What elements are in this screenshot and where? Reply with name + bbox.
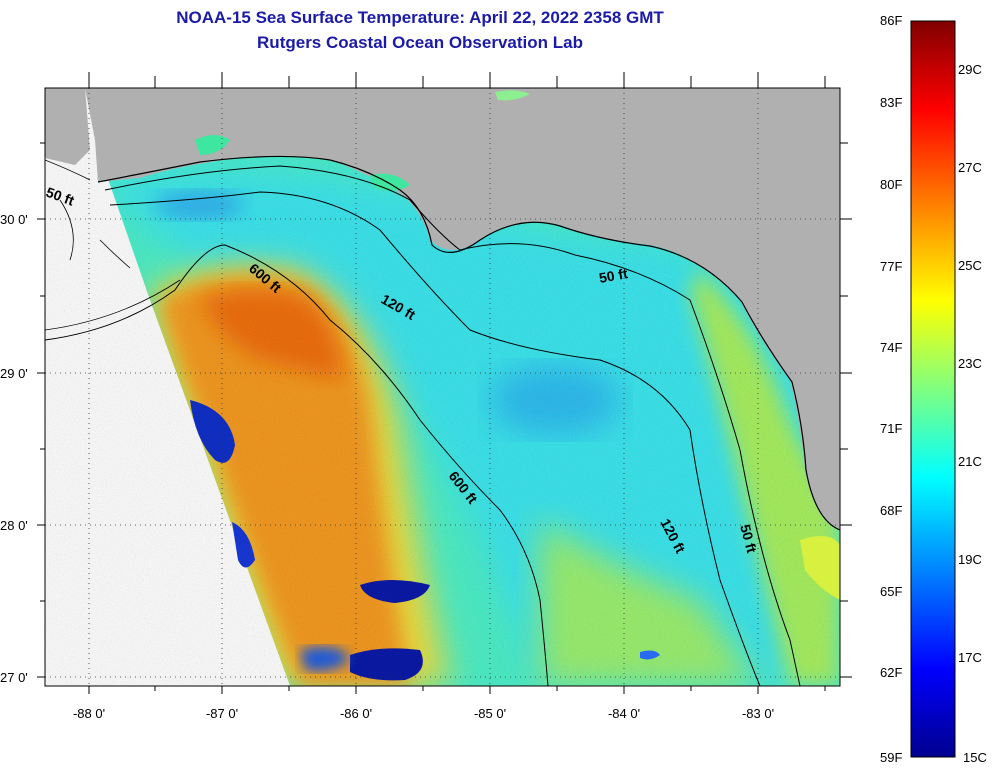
colorbar-c-label: 21C bbox=[958, 454, 982, 469]
x-tick-label: -84 0' bbox=[608, 706, 640, 721]
colorbar-celsius-labels: 29C 27C 25C 23C 21C 19C 17C 15C bbox=[958, 62, 987, 765]
y-axis-labels: 30 0' 29 0' 28 0' 27 0' bbox=[0, 212, 28, 685]
colorbar-c-label: 19C bbox=[958, 552, 982, 567]
colorbar-f-label: 74F bbox=[880, 340, 902, 355]
colorbar-f-label: 80F bbox=[880, 177, 902, 192]
x-tick-label: -88 0' bbox=[73, 706, 105, 721]
y-tick-label: 29 0' bbox=[0, 366, 28, 381]
y-tick-label: 27 0' bbox=[0, 670, 28, 685]
depth-contours bbox=[45, 165, 801, 686]
colorbar-c-label: 23C bbox=[958, 356, 982, 371]
colorbar-c-label: 15C bbox=[963, 750, 987, 765]
colorbar-f-label: 68F bbox=[880, 503, 902, 518]
colorbar: 86F 83F 80F 77F 74F 71F 68F 65F 62F 59F … bbox=[880, 13, 987, 765]
map-subtitle: Rutgers Coastal Ocean Observation Lab bbox=[257, 33, 583, 52]
colorbar-f-label: 62F bbox=[880, 665, 902, 680]
sst-field bbox=[45, 88, 840, 686]
y-tick-label: 28 0' bbox=[0, 518, 28, 533]
x-tick-label: -87 0' bbox=[206, 706, 238, 721]
x-tick-label: -83 0' bbox=[742, 706, 774, 721]
colorbar-gradient bbox=[910, 20, 956, 758]
colorbar-c-label: 29C bbox=[958, 62, 982, 77]
colorbar-c-label: 27C bbox=[958, 160, 982, 175]
colorbar-c-label: 25C bbox=[958, 258, 982, 273]
axis-ticks bbox=[37, 72, 852, 694]
map-title: NOAA-15 Sea Surface Temperature: April 2… bbox=[176, 8, 664, 27]
colorbar-f-label: 77F bbox=[880, 259, 902, 274]
map-frame bbox=[44, 87, 841, 687]
colorbar-f-label: 71F bbox=[880, 421, 902, 436]
x-tick-label: -85 0' bbox=[474, 706, 506, 721]
x-axis-labels: -88 0' -87 0' -86 0' -85 0' -84 0' -83 0… bbox=[73, 706, 774, 721]
x-tick-label: -86 0' bbox=[340, 706, 372, 721]
colorbar-f-label: 83F bbox=[880, 95, 902, 110]
y-tick-label: 30 0' bbox=[0, 212, 28, 227]
contour-label: 50 ft bbox=[598, 265, 629, 286]
contour-label: 50 ft bbox=[737, 523, 760, 555]
colorbar-f-label: 86F bbox=[880, 13, 902, 28]
colorbar-c-label: 17C bbox=[958, 650, 982, 665]
colorbar-f-label: 59F bbox=[880, 750, 902, 765]
colorbar-fahrenheit-labels: 86F 83F 80F 77F 74F 71F 68F 65F 62F 59F bbox=[880, 13, 902, 765]
colorbar-f-label: 65F bbox=[880, 584, 902, 599]
